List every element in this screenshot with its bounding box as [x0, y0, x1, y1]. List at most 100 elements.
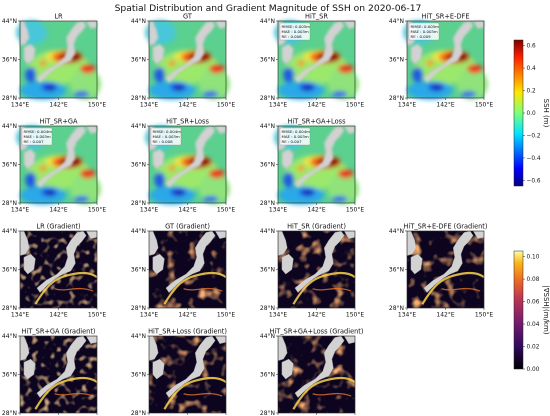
x-tick-label: 134°E — [140, 207, 158, 214]
y-tick-label: 36°N — [260, 57, 275, 64]
y-tick-label: 36°N — [389, 267, 404, 274]
metric-line: RMSE: 0.004m — [282, 129, 311, 134]
colorbar-tick-label: −0.2 — [527, 133, 541, 139]
colorbar-tick-label: 0.6 — [527, 44, 537, 50]
colorbar-tick-label: 0.0 — [527, 111, 537, 117]
map-panel: HiT_SR+GA+Loss 134°E 142°E 150°E 44°N 36°N 28°… — [260, 118, 364, 214]
y-tick-label: 28°N — [131, 95, 146, 102]
x-tick-label: 134°E — [269, 207, 287, 214]
x-tick-label: 150°E — [88, 207, 106, 214]
x-tick-label: 142°E — [49, 312, 67, 319]
x-tick-label: 142°E — [307, 207, 325, 214]
x-tick-label: 134°E — [11, 312, 29, 319]
x-tick-label: 134°E — [269, 102, 287, 109]
colorbar-tick-label: 0.00 — [527, 367, 540, 373]
y-tick-label: 28°N — [260, 305, 275, 312]
x-tick-label: 142°E — [307, 312, 325, 319]
colorbar-ramp — [513, 250, 524, 370]
metric-line: MAE : 0.003m — [24, 134, 51, 139]
y-tick-label: 28°N — [131, 410, 146, 416]
x-tick-label: 134°E — [140, 102, 158, 109]
colorbar-tick-label: 0.04 — [527, 322, 540, 328]
map-panel: LR 134°E 142°E 150°E 44°N 36°N 28°N — [2, 13, 106, 109]
y-tick-label: 36°N — [131, 162, 146, 169]
panel-title: LR — [54, 13, 63, 21]
x-tick-label: 150°E — [217, 102, 235, 109]
colorbar-tick-label: 0.2 — [527, 89, 537, 95]
y-tick-label: 44°N — [2, 18, 17, 25]
x-tick-label: 150°E — [217, 312, 235, 319]
y-tick-label: 44°N — [260, 228, 275, 235]
x-tick-label: 150°E — [217, 207, 235, 214]
x-tick-label: 150°E — [346, 207, 364, 214]
panel-grid: LR 134°E 142°E 150°E 44°N 36°N 28°N GT 134°E 142°… — [2, 13, 493, 416]
colorbar-gradient: 0.10 0.08 0.06 0.04 0.02 0.00 |∇SSH|(m/km) — [513, 250, 550, 373]
colorbar-label: SSH (m) — [542, 99, 550, 128]
map-panel: HiT_SR+GA+Loss (Gradient)134°E142°E150°E… — [260, 328, 364, 416]
map-panel: HiT_SR+Loss 134°E 142°E 150°E 44°N 36°N 28°N RM… — [131, 118, 235, 214]
y-tick-label: 36°N — [2, 372, 17, 379]
map-panel: HiT_SR (Gradient) 134°E 142°E 150°E 44°N 36°N… — [260, 223, 364, 319]
x-tick-label: 142°E — [49, 102, 67, 109]
y-tick-label: 28°N — [131, 305, 146, 312]
y-tick-label: 36°N — [131, 57, 146, 64]
figure-title: Spatial Distribution and Gradient Magnit… — [115, 3, 422, 14]
y-tick-label: 28°N — [2, 95, 17, 102]
y-tick-label: 36°N — [389, 57, 404, 64]
x-tick-label: 142°E — [178, 207, 196, 214]
y-tick-label: 28°N — [2, 410, 17, 416]
x-tick-label: 142°E — [178, 312, 196, 319]
x-tick-label: 134°E — [140, 312, 158, 319]
panel-title: HiT_SR+GA — [39, 118, 78, 126]
metric-line: RMSE: 0.004m — [153, 129, 182, 134]
x-tick-label: 142°E — [436, 312, 454, 319]
y-tick-label: 44°N — [131, 333, 146, 340]
metric-line: RE : 0.008 — [282, 34, 303, 39]
y-tick-label: 44°N — [2, 123, 17, 130]
y-tick-label: 28°N — [131, 200, 146, 207]
x-tick-label: 142°E — [49, 207, 67, 214]
panel-title: HiT_SR+GA (Gradient) — [22, 328, 96, 336]
x-tick-label: 150°E — [346, 102, 364, 109]
y-tick-label: 28°N — [389, 95, 404, 102]
y-tick-label: 36°N — [2, 57, 17, 64]
colorbar-tick-label: −0.6 — [527, 178, 541, 184]
x-tick-label: 134°E — [11, 207, 29, 214]
x-tick-label: 134°E — [269, 312, 287, 319]
y-tick-label: 44°N — [260, 123, 275, 130]
y-tick-label: 36°N — [260, 162, 275, 169]
y-tick-label: 44°N — [2, 333, 17, 340]
x-tick-label: 150°E — [88, 312, 106, 319]
colorbar-tick-label: 0.06 — [527, 300, 540, 306]
y-tick-label: 44°N — [131, 18, 146, 25]
y-tick-label: 36°N — [2, 162, 17, 169]
y-tick-label: 28°N — [389, 305, 404, 312]
metric-line: RE : 0.007 — [282, 139, 303, 144]
y-tick-label: 36°N — [260, 372, 275, 379]
x-tick-label: 134°E — [398, 102, 416, 109]
y-tick-label: 44°N — [389, 18, 404, 25]
panel-title: HiT_SR+GA+Loss (Gradient) — [270, 328, 364, 336]
colorbar-tick-label: 0.08 — [527, 277, 540, 283]
map-panel: HiT_SR+E-DFE 134°E 142°E 150°E 44°N 36°N 28°N R… — [389, 13, 493, 109]
y-tick-label: 28°N — [260, 410, 275, 416]
map-panel: HiT_SR+Loss (Gradient)134°E142°E150°E44°… — [131, 328, 227, 416]
panel-title: HiT_SR+E-DFE — [422, 13, 470, 21]
y-tick-label: 36°N — [2, 267, 17, 274]
panel-title: HiT_SR+Loss (Gradient) — [148, 328, 227, 336]
metric-line: MAE : 0.003m — [282, 29, 309, 34]
map-panel: GT (Gradient) 134°E 142°E 150°E 44°N 36°N 28°N — [131, 223, 235, 319]
y-tick-label: 36°N — [260, 267, 275, 274]
metric-line: MAE : 0.003m — [153, 134, 180, 139]
y-tick-label: 36°N — [131, 267, 146, 274]
metric-line: RE : 0.007 — [24, 139, 45, 144]
y-tick-label: 44°N — [2, 228, 17, 235]
x-tick-label: 150°E — [475, 102, 493, 109]
panel-title: HiT_SR+Loss — [166, 118, 209, 126]
x-tick-label: 142°E — [436, 102, 454, 109]
colorbar-tick-label: 0.02 — [527, 345, 540, 351]
metric-line: RMSE: 0.005m — [411, 24, 440, 29]
colorbar-label: |∇SSH|(m/km) — [542, 285, 550, 334]
